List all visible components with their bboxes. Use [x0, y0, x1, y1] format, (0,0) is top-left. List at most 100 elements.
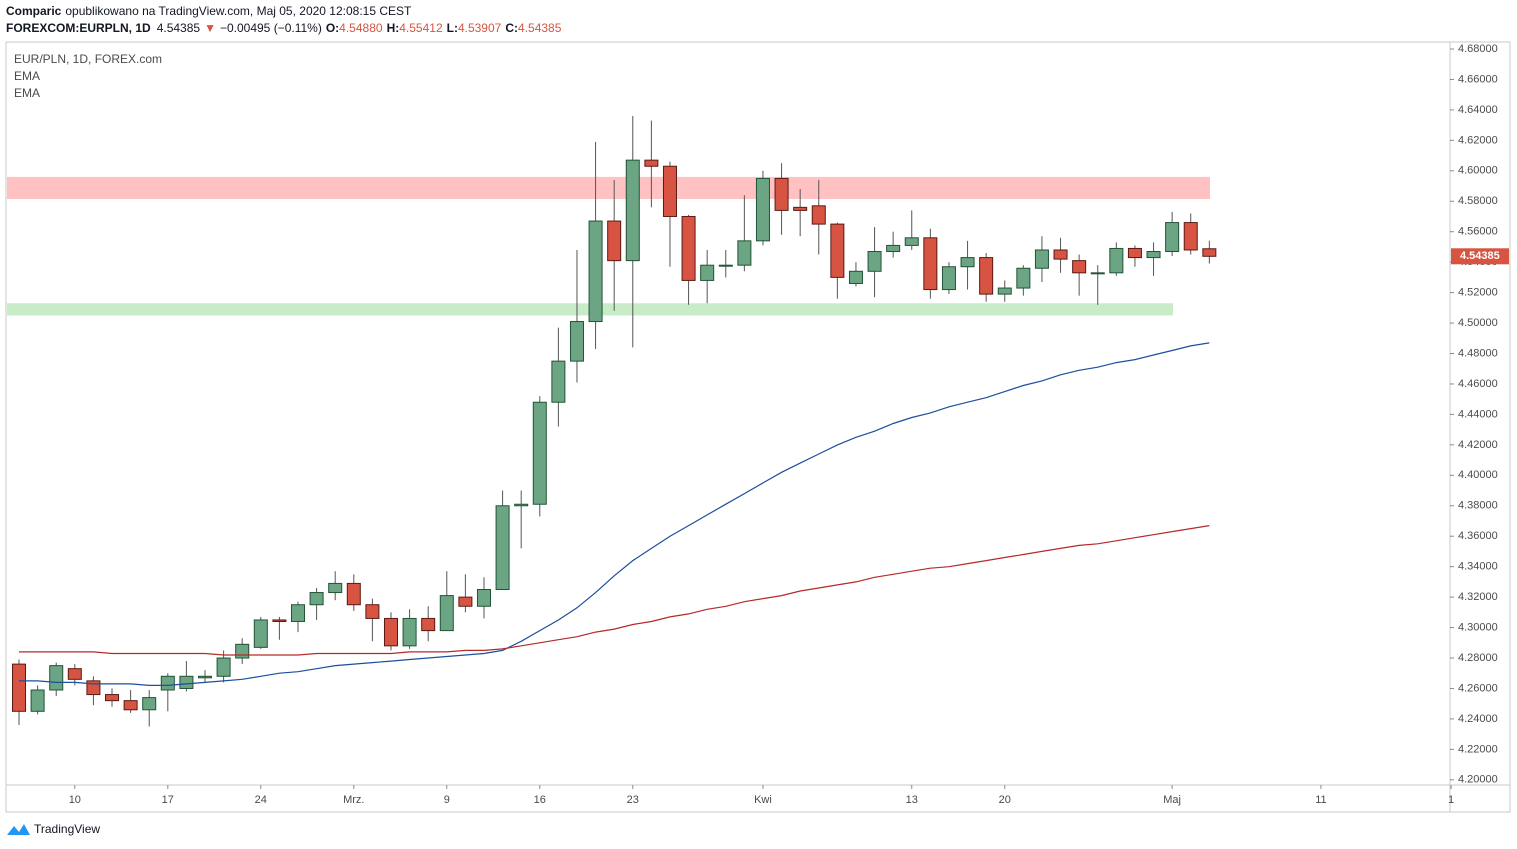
plot: [7, 115, 1217, 727]
ema-line: [19, 525, 1210, 656]
candle-body: [476, 589, 491, 607]
candle-body: [960, 257, 975, 268]
candle-body: [625, 159, 640, 262]
candle-body: [1127, 247, 1142, 259]
candle-body: [272, 619, 287, 622]
candle-body: [1109, 247, 1124, 274]
candle-body: [439, 595, 454, 632]
x-tick-label: 17: [162, 794, 174, 806]
candle-body: [1072, 260, 1087, 274]
published: opublikowano na TradingView.com, Maj 05,…: [65, 4, 412, 18]
candle-body: [1183, 222, 1198, 251]
y-tick-label: 4.64000: [1458, 104, 1498, 116]
candle-body: [495, 505, 510, 591]
candle-body: [365, 604, 380, 619]
candle-body: [123, 700, 138, 711]
candle-body: [532, 401, 547, 505]
candle-body: [811, 205, 826, 225]
candle-body: [309, 592, 324, 606]
candle-body: [1053, 249, 1068, 260]
x-tick-label: 13: [906, 794, 918, 806]
x-tick-label: Mrz.: [343, 794, 364, 806]
y-tick-label: 4.50000: [1458, 317, 1498, 329]
y-tick-label: 4.68000: [1458, 43, 1498, 55]
candle-body: [30, 689, 45, 712]
price: 4.54385: [157, 21, 201, 35]
x-tick-label: 10: [69, 794, 81, 806]
y-tick-label: 4.48000: [1458, 347, 1498, 359]
o-value: 4.54880: [339, 21, 383, 35]
candle-body: [1034, 249, 1049, 269]
y-tick-label: 4.24000: [1458, 713, 1498, 725]
candle-body: [941, 266, 956, 291]
x-tick-label: 11: [1315, 794, 1326, 806]
candle-body: [793, 206, 808, 211]
y-tick-label: 4.40000: [1458, 469, 1498, 481]
candle-body: [421, 617, 436, 632]
x-tick-label: Kwi: [754, 794, 772, 806]
candle-body: [737, 240, 752, 266]
candle-body: [569, 321, 584, 362]
y-tick-label: 4.62000: [1458, 134, 1498, 146]
arrow: ▼: [204, 21, 216, 35]
o-label: O:: [326, 21, 339, 35]
candle-body: [904, 237, 919, 246]
y-tick-label: 4.28000: [1458, 652, 1498, 664]
c-value: 4.54385: [518, 21, 562, 35]
candle-body: [644, 159, 659, 167]
candle-body: [923, 237, 938, 291]
x-tick-label: 20: [999, 794, 1011, 806]
y-tick-label: 4.66000: [1458, 73, 1498, 85]
candle-body: [1090, 272, 1105, 275]
y-tick-label: 4.42000: [1458, 439, 1498, 451]
candle-body: [681, 215, 696, 281]
x-tick-label: Maj: [1163, 794, 1181, 806]
candle-body: [979, 257, 994, 295]
candle-body: [383, 617, 399, 647]
x-tick-label: 16: [534, 794, 546, 806]
candle-body: [197, 675, 213, 679]
y-tick-label: 4.34000: [1458, 561, 1498, 573]
legend-ema: EMA: [14, 69, 40, 83]
candle-body: [1016, 267, 1031, 289]
candle-body: [179, 675, 194, 689]
candle-body: [1146, 251, 1161, 259]
header-line-1: Comparic opublikowano na TradingView.com,…: [6, 4, 412, 18]
c-label: C:: [505, 21, 518, 35]
y-tick-label: 4.52000: [1458, 287, 1498, 299]
y-tick-label: 4.60000: [1458, 165, 1498, 177]
legend-instrument: EUR/PLN, 1D, FOREX.com: [14, 52, 162, 66]
tradingview-logo: TradingView: [7, 822, 100, 836]
header-line-2: FOREXCOM:EURPLN, 1D 4.54385 ▼ −0.00495 (−0.…: [6, 21, 562, 35]
candle-body: [253, 619, 268, 648]
candle-body: [12, 663, 27, 712]
candle-body: [1165, 222, 1180, 253]
candle-body: [551, 360, 566, 403]
candle-body: [160, 675, 175, 691]
candle-body: [662, 165, 677, 217]
candle-body: [514, 503, 529, 507]
x-tick-label: 9: [444, 794, 450, 806]
x-tick-label: 23: [627, 794, 639, 806]
brand: TradingView: [34, 822, 100, 836]
h-value: 4.55412: [399, 21, 443, 35]
l-label: L:: [447, 21, 458, 35]
candle-body: [67, 668, 82, 680]
x-tick-label: 1: [1448, 794, 1454, 806]
symbol: FOREXCOM:EURPLN, 1D: [6, 21, 151, 35]
candle-body: [848, 270, 863, 284]
candle-body: [105, 694, 120, 702]
y-tick-label: 4.36000: [1458, 530, 1498, 542]
candle-body: [718, 264, 733, 267]
last-price-box: [1451, 248, 1509, 265]
y-tick-label: 4.26000: [1458, 682, 1498, 694]
x-tick-label: 24: [255, 794, 267, 806]
y-tick-label: 4.20000: [1458, 774, 1498, 786]
candle-body: [830, 223, 845, 278]
y-tick-label: 4.32000: [1458, 591, 1498, 603]
zone: [7, 176, 1210, 199]
y-tick-label: 4.58000: [1458, 195, 1498, 207]
y-tick-label: 4.22000: [1458, 743, 1498, 755]
candle-body: [235, 643, 250, 659]
